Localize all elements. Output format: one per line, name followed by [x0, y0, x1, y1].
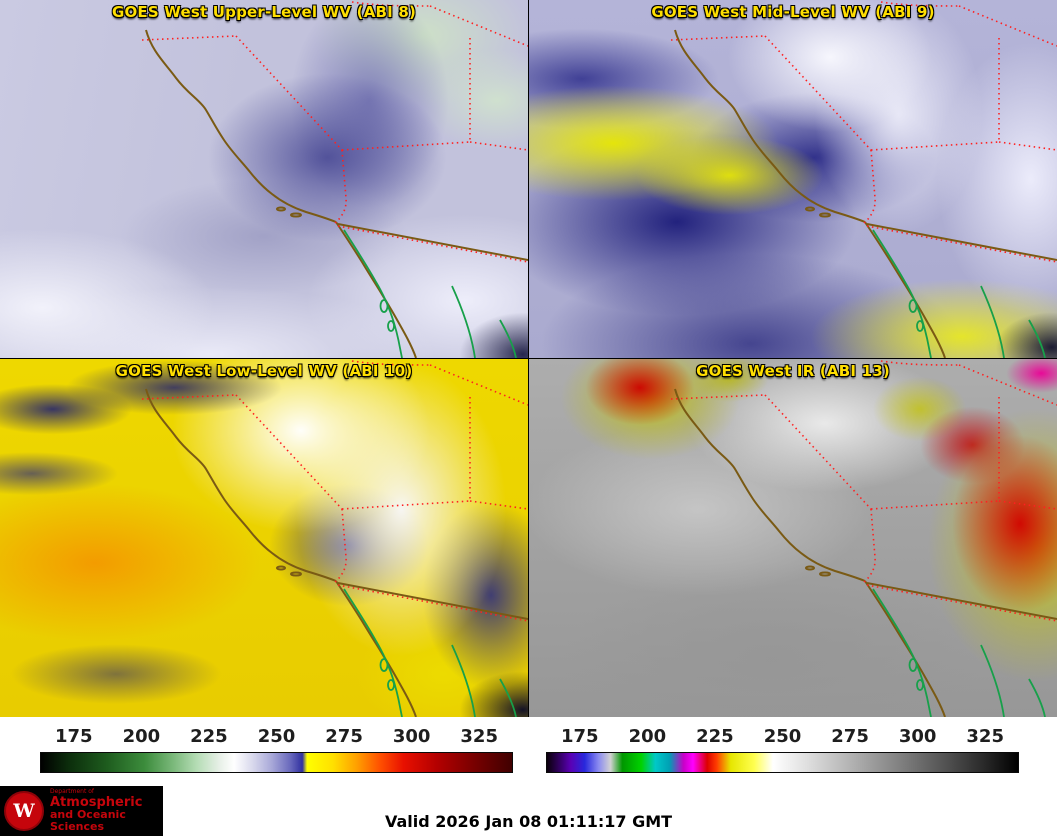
colorbar-tick-label: 225: [190, 726, 228, 747]
wv-colorbar: [40, 752, 513, 773]
colorbar-tick-label: 200: [122, 726, 161, 747]
colorbar-tick-label: 200: [628, 726, 667, 747]
colorbar-tick-label: 300: [392, 726, 431, 747]
colorbar-tick-label: 250: [257, 726, 296, 747]
uw-aos-logo: W Department of Atmospheric and Oceanic …: [0, 786, 163, 836]
map-boundaries-overlay: [141, 360, 528, 717]
wv-colorbar-group: 175 200 225 250 275 300 325: [40, 725, 513, 778]
colorbar-section: 175 200 225 250 275 300 325 175 200 225 …: [0, 717, 1057, 778]
logo-oceanic-line: and Oceanic Sciences: [50, 808, 126, 833]
ir-colorbar-group: 175 200 225 250 275 300 325: [546, 725, 1019, 778]
colorbar-tick-label: 325: [966, 726, 1004, 747]
logo-text: Department of Atmospheric and Oceanic Sc…: [50, 788, 163, 833]
panel-low-level-wv: GOES West Low-Level WV (ABI 10): [0, 359, 528, 717]
panel-title-low-level-wv: GOES West Low-Level WV (ABI 10): [115, 362, 413, 380]
logo-atmospheric-line: Atmospheric: [50, 794, 143, 810]
panel-title-mid-level-wv: GOES West Mid-Level WV (ABI 9): [651, 3, 935, 21]
colorbar-tick-label: 250: [763, 726, 802, 747]
colorbar-tick-label: 175: [54, 726, 93, 747]
logo-dept-line: Department of: [50, 788, 94, 796]
map-boundaries-overlay: [141, 1, 528, 358]
colorbar-tick-label: 300: [898, 726, 937, 747]
crest-letter: W: [13, 800, 35, 822]
valid-time-label: Valid 2026 Jan 08 01:11:17 GMT: [384, 812, 673, 831]
ir-colorbar-ticks: 175 200 225 250 275 300 325: [546, 725, 1019, 749]
panel-ir: GOES West IR (ABI 13): [529, 359, 1057, 717]
colorbar-tick-label: 275: [325, 726, 363, 747]
map-boundaries-overlay: [670, 1, 1057, 358]
colorbar-tick-label: 275: [831, 726, 869, 747]
colorbar-tick-label: 325: [460, 726, 498, 747]
wv-colorbar-ticks: 175 200 225 250 275 300 325: [40, 725, 513, 749]
uw-crest-icon: W: [4, 791, 44, 831]
ir-colorbar: [546, 752, 1019, 773]
panel-upper-level-wv: GOES West Upper-Level WV (ABI 8): [0, 0, 528, 358]
panel-title-ir: GOES West IR (ABI 13): [696, 362, 890, 380]
satellite-panel-grid: GOES West Upper-Level WV (ABI 8) GOES We…: [0, 0, 1057, 717]
map-boundaries-overlay: [670, 360, 1057, 717]
colorbar-tick-label: 175: [560, 726, 599, 747]
footer: W Department of Atmospheric and Oceanic …: [0, 778, 1057, 836]
panel-title-upper-level-wv: GOES West Upper-Level WV (ABI 8): [111, 3, 417, 21]
panel-mid-level-wv: GOES West Mid-Level WV (ABI 9): [529, 0, 1057, 358]
colorbar-tick-label: 225: [696, 726, 734, 747]
